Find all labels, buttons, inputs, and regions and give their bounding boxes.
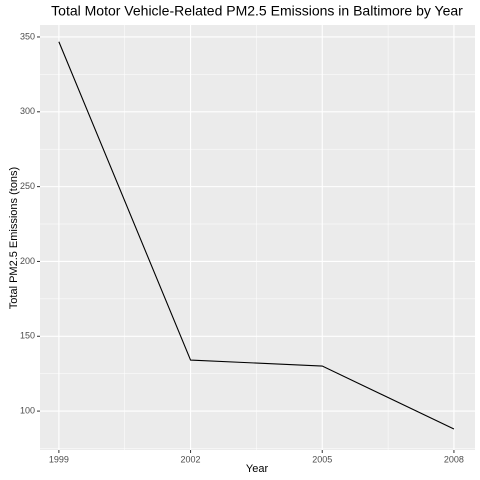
x-axis-label: Year [246,463,269,475]
y-tick-label: 350 [20,31,35,41]
y-tick-label: 300 [20,106,35,116]
y-tick-label: 100 [20,405,35,415]
plot-panel [40,25,475,450]
x-tick-label: 2005 [312,454,332,464]
x-tick-label: 2002 [181,454,201,464]
x-tick-label: 1999 [49,454,69,464]
y-tick-label: 200 [20,256,35,266]
y-tick-label: 250 [20,181,35,191]
y-tick-label: 150 [20,331,35,341]
chart-title: Total Motor Vehicle-Related PM2.5 Emissi… [51,3,463,19]
y-axis-label: Total PM2.5 Emissions (tons) [8,167,20,309]
x-tick-label: 2008 [444,454,464,464]
data-line [58,41,455,430]
